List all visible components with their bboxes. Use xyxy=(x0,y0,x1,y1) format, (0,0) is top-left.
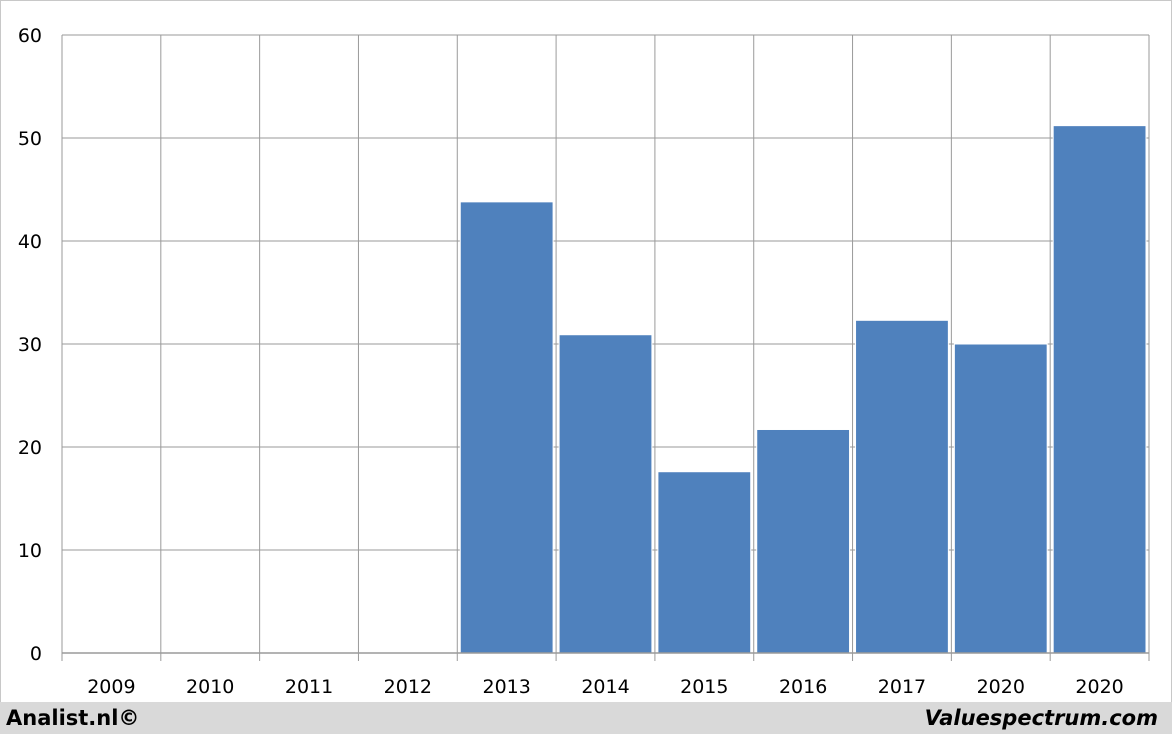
bar xyxy=(1052,125,1147,654)
bar xyxy=(756,428,851,654)
y-tick-label: 50 xyxy=(18,128,42,150)
x-tick-label: 2016 xyxy=(779,676,827,698)
x-tick-label: 2020 xyxy=(977,676,1025,698)
bar xyxy=(657,471,752,654)
grid-lines xyxy=(61,34,1150,661)
bar xyxy=(953,343,1048,654)
valuespectrum-brand-label: Valuespectrum.com xyxy=(924,706,1158,730)
x-tick-label: 2009 xyxy=(87,676,135,698)
x-tick-label: 2011 xyxy=(285,676,333,698)
footer-bar: Analist.nl© Valuespectrum.com xyxy=(0,702,1172,734)
analist-brand-label: Analist.nl© xyxy=(6,706,140,730)
y-tick-labels: 0 10 20 30 40 50 60 xyxy=(18,25,42,665)
y-tick-label: 30 xyxy=(18,334,42,356)
y-tick-label: 10 xyxy=(18,540,42,562)
x-tick-label: 2010 xyxy=(186,676,234,698)
x-tick-labels: 2009 2010 2011 2012 2013 2014 2015 2016 2017 2020… xyxy=(87,676,1124,698)
y-tick-label: 20 xyxy=(18,437,42,459)
x-tick-label: 2014 xyxy=(581,676,629,698)
bar xyxy=(855,319,949,654)
y-tick-label: 40 xyxy=(18,231,42,253)
x-tick-label: 2015 xyxy=(680,676,728,698)
bar xyxy=(558,334,653,654)
y-tick-label: 0 xyxy=(30,643,42,665)
x-tick-label: 2013 xyxy=(483,676,531,698)
x-tick-label: 2017 xyxy=(878,676,926,698)
bars xyxy=(459,125,1147,654)
bar xyxy=(459,201,554,654)
y-tick-label: 60 xyxy=(18,25,42,47)
x-tick-label: 2020 xyxy=(1075,676,1123,698)
x-tick-label: 2012 xyxy=(384,676,432,698)
